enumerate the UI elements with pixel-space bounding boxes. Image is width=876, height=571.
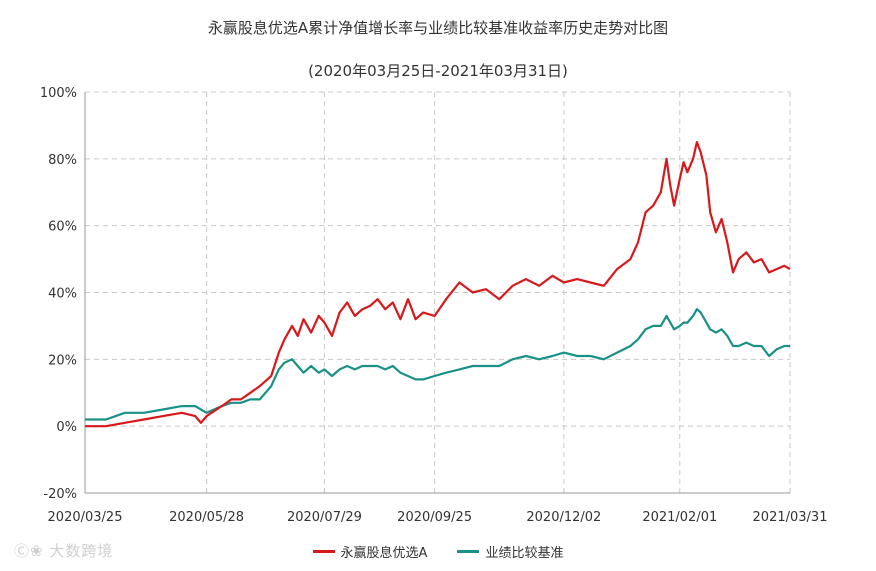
x-tick-label: 2020/12/02 bbox=[526, 510, 601, 525]
watermark-text: 大数跨境 bbox=[49, 542, 114, 560]
legend-swatch-benchmark bbox=[457, 550, 480, 553]
x-tick-label: 2020/03/25 bbox=[48, 510, 123, 525]
legend: 永赢股息优选A 业绩比较基准 bbox=[0, 542, 876, 561]
legend-label-fund: 永赢股息优选A bbox=[340, 546, 428, 561]
series-layer bbox=[85, 141, 791, 428]
x-tick-label: 2021/02/01 bbox=[642, 510, 717, 525]
legend-swatch-fund bbox=[312, 550, 335, 553]
x-tick-label: 2020/05/28 bbox=[169, 510, 244, 525]
watermark: Ⓒ❀ 大数跨境 bbox=[14, 540, 113, 561]
tick-labels: 100% 80% 60% 40% 20% 0% -20% 2020/03/25 2020/05/… bbox=[40, 86, 828, 525]
y-tick-label: -20% bbox=[43, 487, 77, 502]
x-tick-label: 2020/09/25 bbox=[397, 510, 472, 525]
y-tick-label: 40% bbox=[48, 287, 77, 302]
y-tick-label: 60% bbox=[48, 220, 77, 235]
y-tick-label: 80% bbox=[48, 153, 77, 168]
series-line-fund bbox=[85, 141, 791, 428]
y-tick-label: 100% bbox=[40, 86, 77, 101]
y-tick-label: 0% bbox=[56, 420, 77, 435]
x-tick-label: 2021/03/31 bbox=[753, 510, 828, 525]
chart-title: 永赢股息优选A累计净值增长率与业绩比较基准收益率历史走势对比图 bbox=[207, 19, 669, 37]
grid bbox=[84, 91, 791, 494]
y-tick-label: 20% bbox=[48, 353, 77, 368]
chart-subtitle: (2020年03月25日-2021年03月31日) bbox=[308, 62, 568, 80]
series-line-benchmark bbox=[85, 308, 790, 421]
logo-icon: Ⓒ❀ bbox=[14, 542, 44, 560]
legend-item-fund[interactable]: 永赢股息优选A bbox=[312, 542, 428, 561]
x-tick-label: 2020/07/29 bbox=[287, 510, 362, 525]
legend-label-benchmark: 业绩比较基准 bbox=[485, 546, 564, 561]
legend-item-benchmark[interactable]: 业绩比较基准 bbox=[457, 542, 563, 561]
